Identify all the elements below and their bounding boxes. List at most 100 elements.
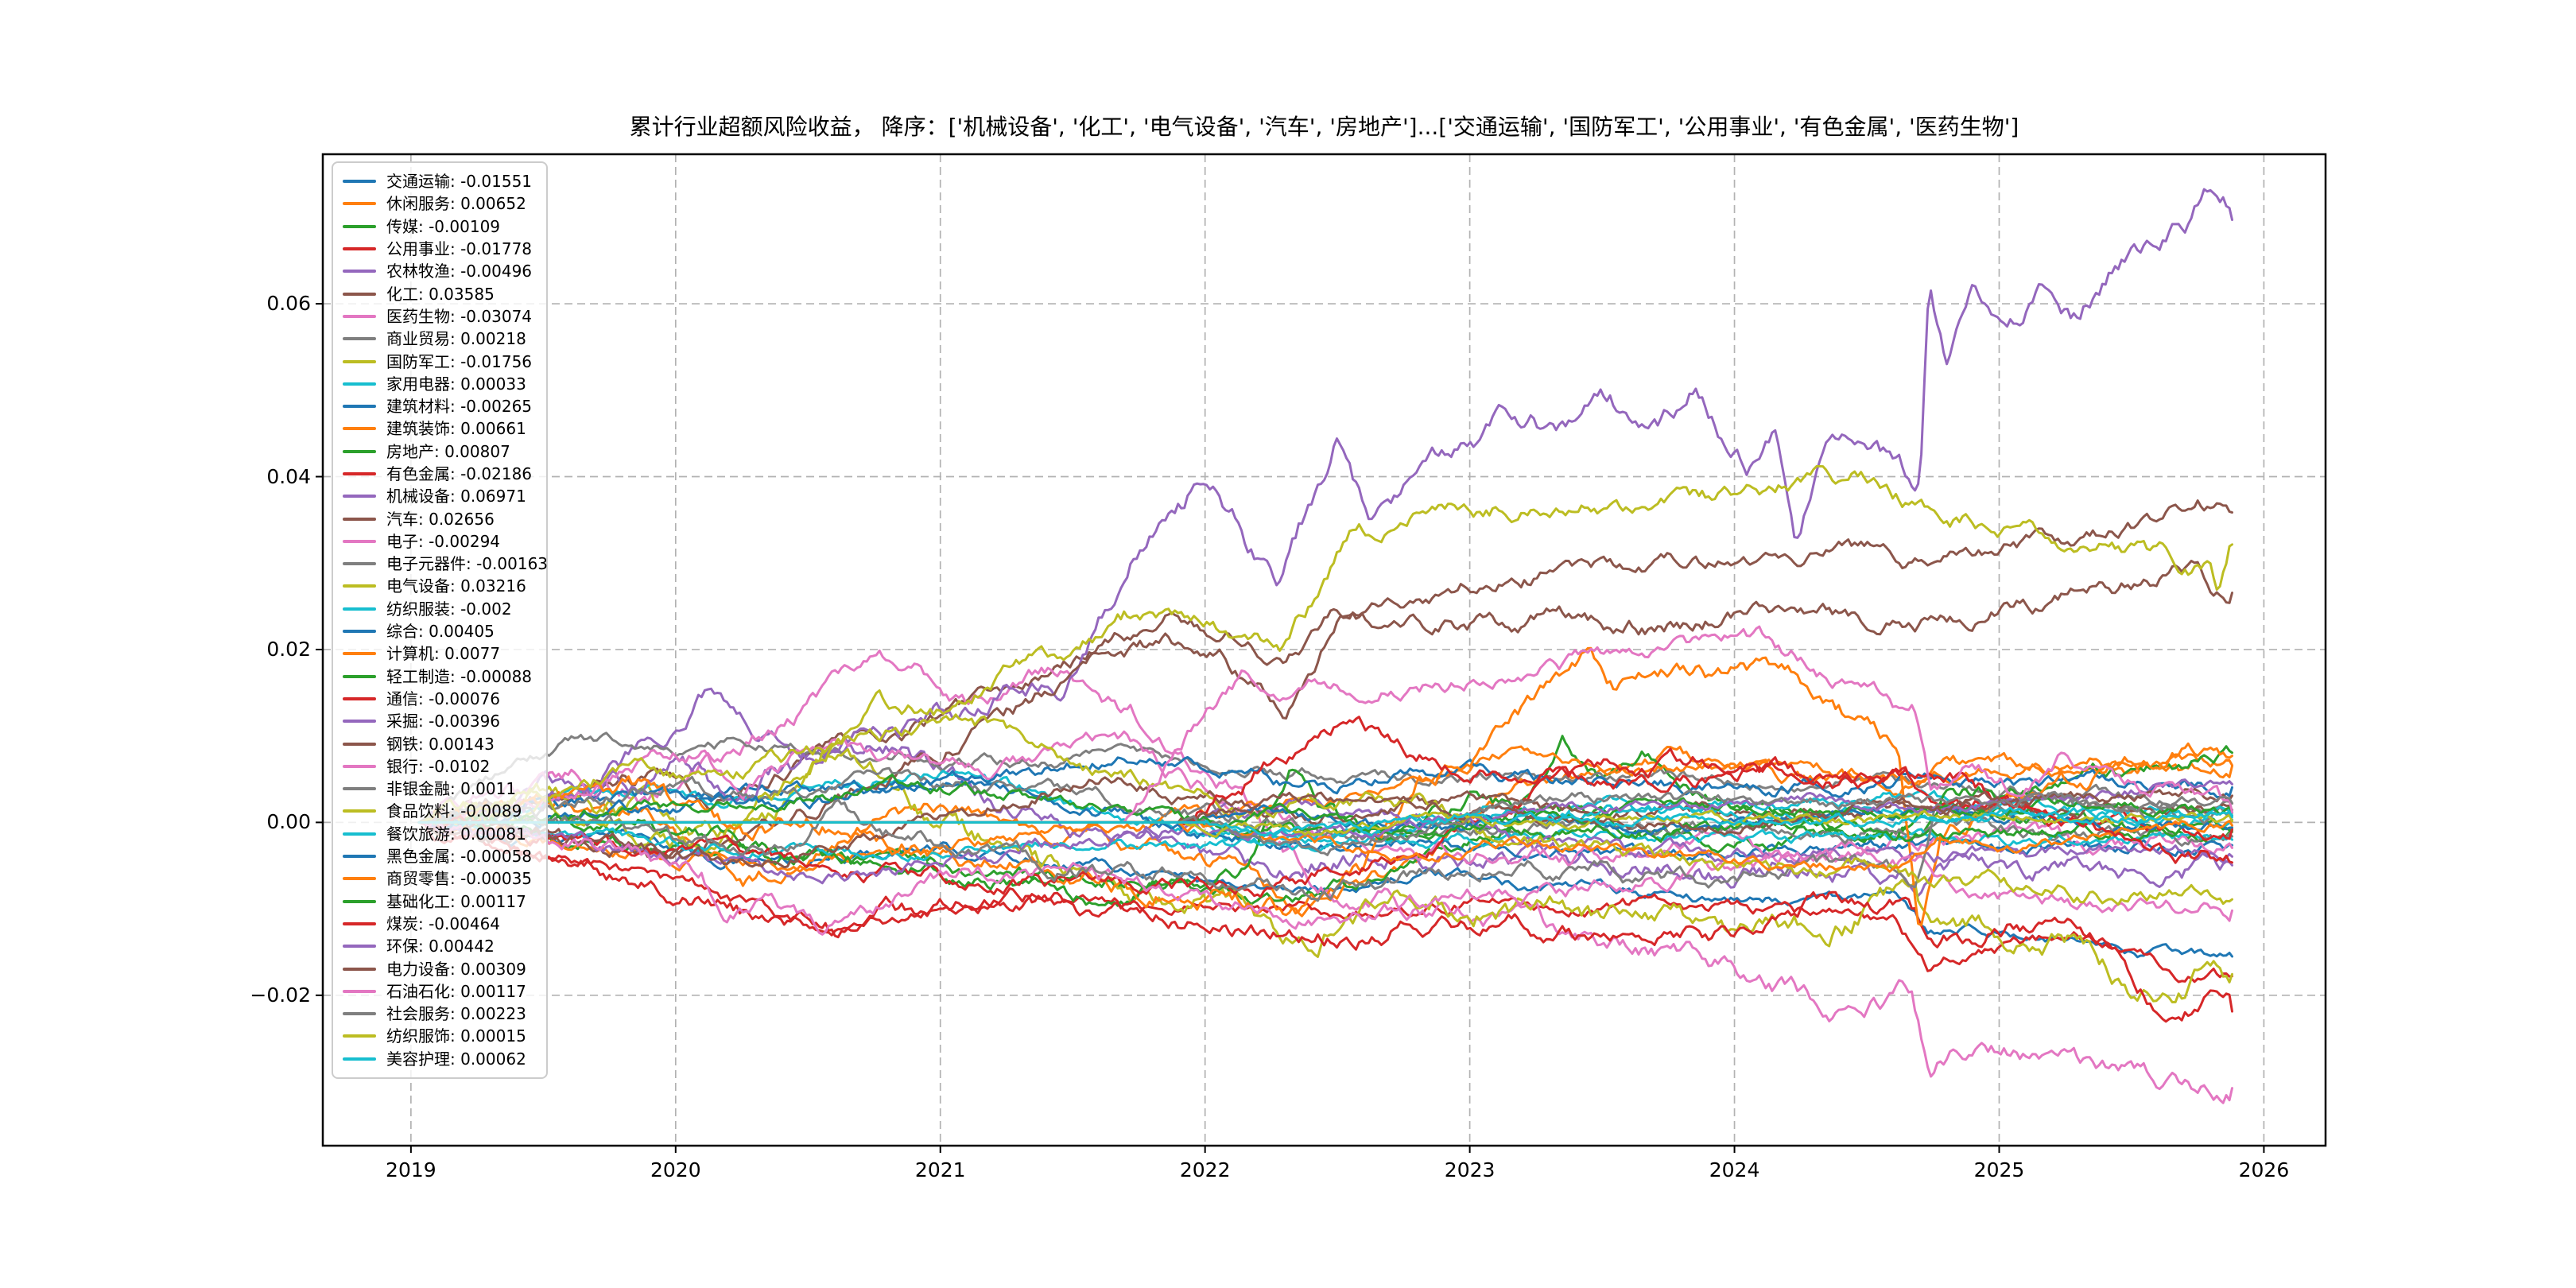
- legend-item: 基础化工: 0.00117: [333, 890, 546, 913]
- legend-line-swatch: [343, 539, 376, 543]
- legend-item: 煤炭: -0.00464: [333, 913, 546, 935]
- y-tick-label: 0.06: [266, 292, 311, 316]
- legend-label: 基础化工: 0.00117: [386, 891, 526, 911]
- legend-label: 建筑材料: -0.00265: [386, 397, 533, 417]
- legend-line-swatch: [343, 495, 376, 499]
- x-tick-label: 2021: [914, 1158, 966, 1181]
- legend-line-swatch: [343, 1034, 376, 1038]
- legend-line-swatch: [343, 314, 376, 318]
- legend-item: 美容护理: 0.00062: [333, 1048, 546, 1070]
- legend-label: 电气设备: 0.03216: [386, 576, 526, 596]
- x-tick-label: 2020: [650, 1158, 701, 1181]
- series-line-非银金融: [417, 793, 2233, 902]
- legend-line-swatch: [343, 224, 376, 228]
- legend-line-swatch: [343, 720, 376, 724]
- legend-item: 汽车: 0.02656: [333, 507, 546, 530]
- legend-label: 电力设备: 0.00309: [386, 959, 526, 979]
- x-tick-label: 2023: [1444, 1158, 1496, 1181]
- legend-line-swatch: [343, 945, 376, 949]
- legend-line-swatch: [343, 247, 376, 251]
- legend-label: 交通运输: -0.01551: [386, 172, 533, 192]
- legend-label: 综合: 0.00405: [386, 622, 495, 642]
- legend-line-swatch: [343, 382, 376, 386]
- series-line-休闲服务: [417, 745, 2233, 918]
- legend-line-swatch: [343, 921, 376, 925]
- legend-item: 房地产: 0.00807: [333, 440, 546, 463]
- series-line-机械设备: [417, 188, 2233, 832]
- legend-label: 农林牧渔: -0.00496: [386, 262, 533, 281]
- legend-label: 通信: -0.00076: [386, 689, 501, 708]
- legend-item: 商贸零售: -0.00035: [333, 867, 546, 890]
- legend-line-swatch: [343, 899, 376, 903]
- y-tick-label: 0.00: [266, 810, 311, 834]
- legend-item: 交通运输: -0.01551: [333, 170, 546, 192]
- legend-line-swatch: [343, 877, 376, 881]
- legend-label: 美容护理: 0.00062: [386, 1049, 526, 1069]
- legend-label: 电子: -0.00294: [386, 531, 501, 551]
- y-tick-label: 0.04: [266, 464, 311, 488]
- legend-item: 商业贸易: 0.00218: [333, 328, 546, 350]
- legend-line-swatch: [343, 809, 376, 813]
- legend-item: 环保: 0.00442: [333, 935, 546, 957]
- legend-line-swatch: [343, 292, 376, 296]
- legend-item: 食品饮料: -0.0089: [333, 800, 546, 822]
- legend-item: 机械设备: 0.06971: [333, 485, 546, 507]
- series-line-食品饮料: [417, 713, 2233, 906]
- legend-item: 黑色金属: -0.00058: [333, 845, 546, 867]
- series-line-电气设备: [417, 465, 2233, 855]
- legend-item: 电子: -0.00294: [333, 530, 546, 553]
- legend-line-swatch: [343, 427, 376, 431]
- legend-item: 建筑材料: -0.00265: [333, 395, 546, 417]
- legend-item: 钢铁: 0.00143: [333, 732, 546, 755]
- legend-item: 通信: -0.00076: [333, 688, 546, 710]
- legend-line-swatch: [343, 270, 376, 274]
- x-tick-label: 2025: [1973, 1158, 2025, 1181]
- legend-item: 银行: -0.0102: [333, 755, 546, 778]
- legend-line-swatch: [343, 787, 376, 791]
- legend-line-swatch: [343, 517, 376, 521]
- legend-label: 电子元器件: -0.00163: [386, 554, 549, 574]
- legend-label: 家用电器: 0.00033: [386, 374, 526, 394]
- legend-label: 非银金融: 0.0011: [386, 779, 517, 799]
- legend-line-swatch: [343, 472, 376, 475]
- chart-title: 累计行业超额风险收益， 降序：['机械设备', '化工', '电气设备', '汽…: [629, 114, 2019, 140]
- legend-item: 化工: 0.03585: [333, 282, 546, 305]
- legend-item: 石油石化: 0.00117: [333, 980, 546, 1003]
- legend-label: 纺织服装: -0.002: [386, 599, 512, 619]
- legend-item: 家用电器: 0.00033: [333, 373, 546, 395]
- legend-line-swatch: [343, 742, 376, 746]
- legend-line-swatch: [343, 584, 376, 588]
- legend-line-swatch: [343, 630, 376, 634]
- series-line-银行: [417, 819, 2233, 936]
- legend-label: 黑色金属: -0.00058: [386, 847, 533, 867]
- legend-line-swatch: [343, 652, 376, 656]
- legend-item: 休闲服务: 0.00652: [333, 192, 546, 215]
- legend-item: 社会服务: 0.00223: [333, 1003, 546, 1025]
- legend-line-swatch: [343, 202, 376, 206]
- legend-item: 计算机: 0.0077: [333, 642, 546, 665]
- legend-item: 综合: 0.00405: [333, 620, 546, 642]
- y-tick-label: 0.02: [266, 637, 311, 661]
- legend-item: 医药生物: -0.03074: [333, 305, 546, 328]
- legend-label: 餐饮旅游: 0.00081: [386, 824, 526, 844]
- legend-label: 纺织服饰: 0.00015: [386, 1026, 526, 1046]
- legend-line-swatch: [343, 449, 376, 453]
- series-line-房地产: [417, 745, 2233, 907]
- legend-item: 轻工制造: -0.00088: [333, 665, 546, 688]
- x-tick-label: 2022: [1179, 1158, 1231, 1181]
- series-line-化工: [417, 499, 2233, 824]
- legend-box: 交通运输: -0.01551 休闲服务: 0.00652 传媒: -0.00109 公…: [332, 161, 548, 1079]
- legend-item: 非银金融: 0.0011: [333, 778, 546, 800]
- legend-line-swatch: [343, 696, 376, 700]
- legend-item: 餐饮旅游: 0.00081: [333, 823, 546, 845]
- legend-label: 房地产: 0.00807: [386, 441, 510, 461]
- legend-line-swatch: [343, 562, 376, 566]
- legend-line-swatch: [343, 1057, 376, 1061]
- legend-line-swatch: [343, 967, 376, 971]
- legend-label: 商业贸易: 0.00218: [386, 329, 526, 349]
- legend-label: 石油石化: 0.00117: [386, 981, 526, 1001]
- legend-label: 社会服务: 0.00223: [386, 1004, 526, 1024]
- legend-item: 建筑装饰: 0.00661: [333, 417, 546, 440]
- legend-label: 医药生物: -0.03074: [386, 306, 533, 326]
